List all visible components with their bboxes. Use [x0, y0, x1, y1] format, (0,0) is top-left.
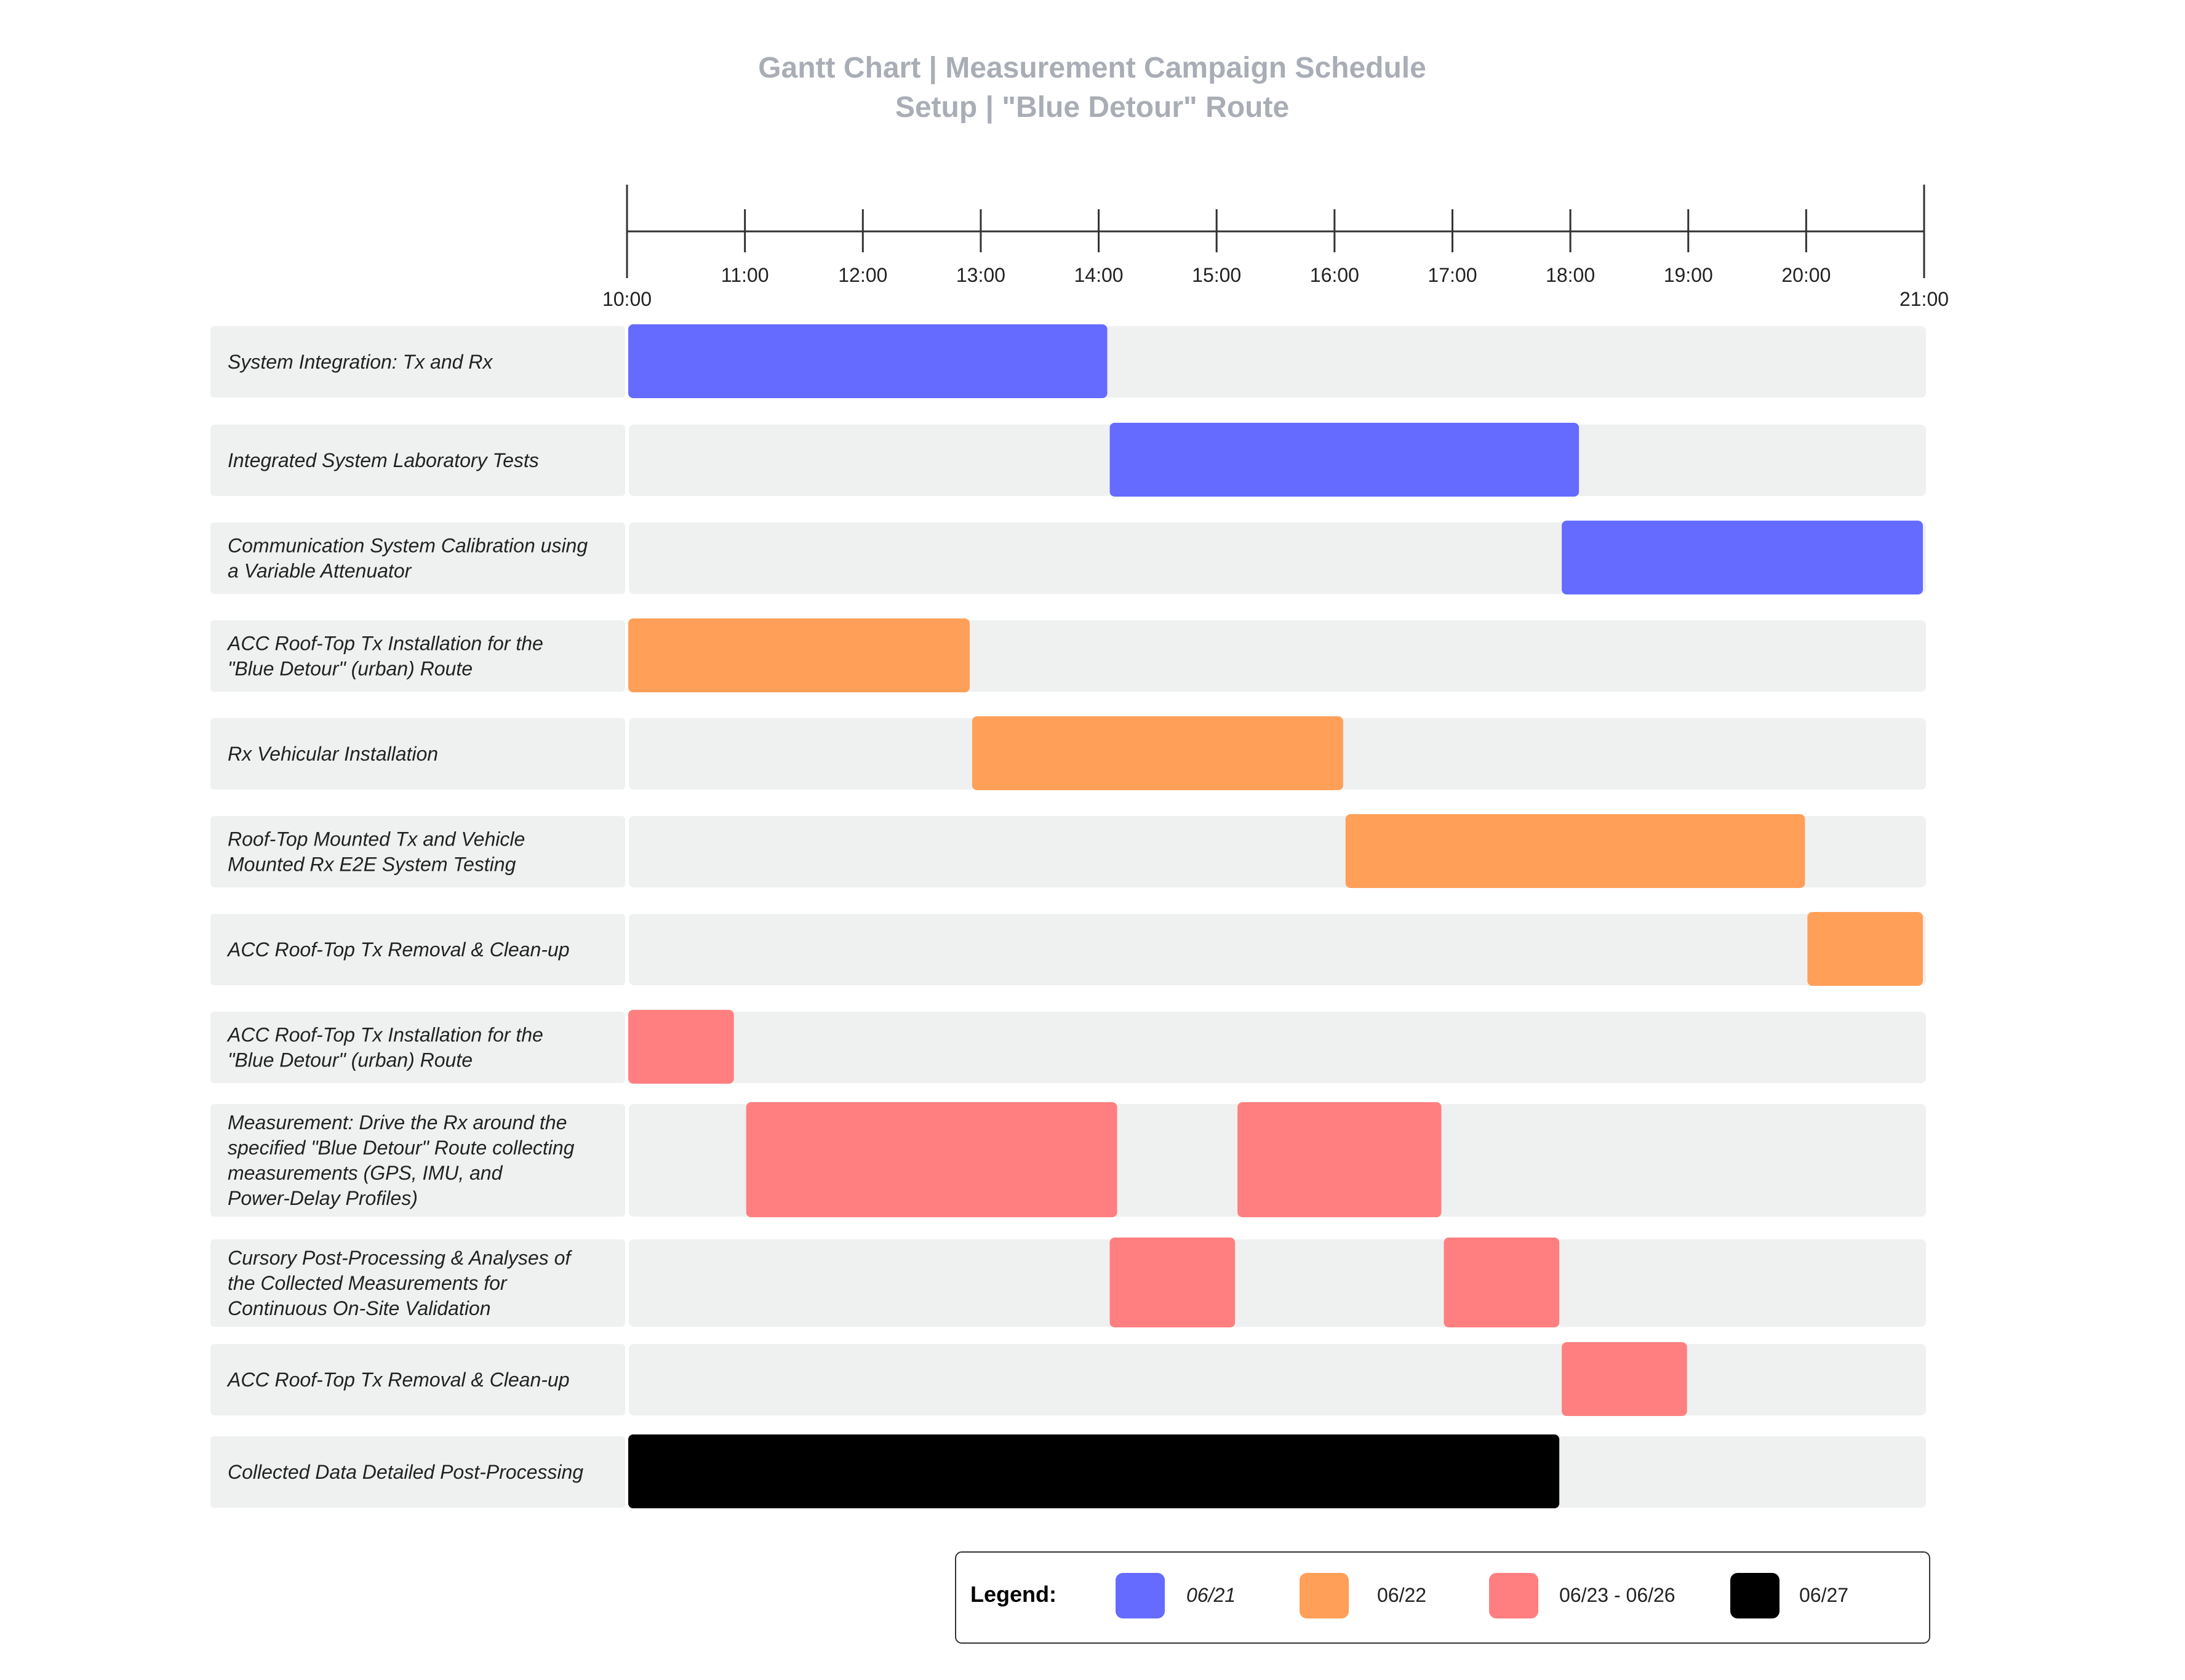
task-bar	[972, 716, 1343, 790]
task-label-cell	[210, 1012, 625, 1083]
tick-label: 12:00	[838, 264, 887, 286]
task-bar	[746, 1102, 1117, 1217]
task-label-line: Integrated System Laboratory Tests	[228, 449, 539, 471]
tick-label: 19:00	[1664, 264, 1713, 286]
task-row: Collected Data Detailed Post-Processing	[210, 1434, 1926, 1508]
task-label-line: "Blue Detour" (urban) Route	[228, 658, 473, 680]
task-bar	[1109, 423, 1580, 497]
task-label-line: ACC Roof-Top Tx Installation for the	[226, 633, 543, 655]
task-bar	[1237, 1102, 1442, 1217]
task-row: Communication System Calibration using a …	[210, 521, 1926, 594]
task-bar	[628, 1010, 734, 1084]
task-row: ACC Roof-Top Tx Installation for the "Blu…	[210, 1010, 1926, 1084]
legend-box	[955, 1551, 1930, 1644]
timeline-track	[629, 1344, 1926, 1415]
task-bar	[1562, 1342, 1687, 1416]
task-label-line: System Integration: Tx and Rx	[228, 351, 493, 373]
task-label-line: measurements (GPS, IMU, and	[228, 1162, 503, 1184]
chart-subtitle: Setup | "Blue Detour" Route	[895, 91, 1289, 124]
tick-label: 17:00	[1428, 264, 1477, 286]
task-label-cell	[210, 1436, 625, 1508]
task-bar	[628, 324, 1108, 398]
legend-swatch	[1116, 1573, 1165, 1618]
tick-label: 11:00	[721, 264, 769, 286]
task-rows: System Integration: Tx and Rx Integrated …	[210, 324, 1926, 1508]
legend-swatch	[1489, 1573, 1538, 1618]
task-row: Cursory Post-Processing & Analyses of the…	[210, 1238, 1926, 1327]
task-label-line: ACC Roof-Top Tx Removal & Clean-up	[226, 938, 569, 961]
task-row: Measurement: Drive the Rx around the spec…	[210, 1102, 1926, 1217]
task-label-line: a Variable Attenuator	[228, 560, 412, 582]
task-label-cell	[210, 816, 625, 887]
task-label-cell	[210, 425, 625, 496]
task-label-line: "Blue Detour" (urban) Route	[228, 1049, 473, 1071]
task-label-line: Communication System Calibration using	[228, 535, 588, 557]
tick-label: 15:00	[1192, 264, 1241, 286]
task-row: Rx Vehicular Installation	[210, 716, 1926, 790]
timeline-track	[629, 1239, 1926, 1327]
task-row: ACC Roof-Top Tx Removal & Clean-up	[210, 912, 1926, 986]
task-label-line: Rx Vehicular Installation	[228, 743, 438, 765]
task-label-line: Roof-Top Mounted Tx and Vehicle	[228, 828, 525, 850]
time-axis: 10:00 11:00 12:00 13:00 14:00 15:00 16:00 17:00…	[602, 185, 1949, 310]
legend-label: 06/23 - 06/26	[1559, 1584, 1676, 1606]
task-label-cell	[210, 326, 625, 398]
legend-label: 06/21	[1186, 1584, 1236, 1606]
tick-label: 21:00	[1899, 288, 1949, 310]
chart-title: Gantt Chart | Measurement Campaign Sched…	[758, 52, 1426, 84]
task-bar	[1807, 912, 1923, 986]
task-label-line: the Collected Measurements for	[228, 1272, 508, 1294]
task-bar	[628, 618, 970, 692]
task-label-cell	[210, 1104, 625, 1217]
task-label-line: Continuous On-Site Validation	[228, 1297, 491, 1319]
legend-label: 06/22	[1377, 1584, 1426, 1606]
tick-label: 18:00	[1546, 264, 1595, 286]
task-label-cell	[210, 718, 625, 790]
task-bar	[1444, 1238, 1560, 1327]
task-bar	[1562, 521, 1923, 594]
task-label-cell	[210, 914, 625, 985]
timeline-track	[629, 1012, 1926, 1083]
task-label-line: ACC Roof-Top Tx Removal & Clean-up	[226, 1369, 569, 1391]
tick-label: 20:00	[1781, 264, 1831, 286]
task-row: System Integration: Tx and Rx	[210, 324, 1926, 398]
legend-title: Legend:	[970, 1582, 1057, 1607]
task-label-cell	[210, 1344, 625, 1415]
task-label-line: ACC Roof-Top Tx Installation for the	[226, 1024, 543, 1046]
legend-swatch	[1300, 1573, 1349, 1618]
task-label-line: Measurement: Drive the Rx around the	[228, 1111, 567, 1134]
task-label-cell	[210, 620, 625, 692]
task-row: Integrated System Laboratory Tests	[210, 423, 1926, 497]
task-label-line: specified "Blue Detour" Route collecting	[228, 1137, 575, 1159]
task-label-cell	[210, 1239, 625, 1327]
tick-label: 13:00	[956, 264, 1005, 286]
task-label-line: Collected Data Detailed Post-Processing	[228, 1461, 583, 1483]
legend-swatch	[1730, 1573, 1780, 1618]
task-row: ACC Roof-Top Tx Installation for the "Blu…	[210, 618, 1926, 692]
tick-label: 16:00	[1310, 264, 1359, 286]
task-label-line: Mounted Rx E2E System Testing	[228, 854, 516, 876]
task-label-line: Power-Delay Profiles)	[228, 1187, 418, 1209]
task-row: ACC Roof-Top Tx Removal & Clean-up	[210, 1342, 1926, 1416]
task-label-line: Cursory Post-Processing & Analyses of	[228, 1247, 572, 1269]
legend: Legend: 06/21 06/22 06/23 - 06/26 06/27	[955, 1551, 1930, 1644]
legend-label: 06/27	[1799, 1584, 1848, 1606]
timeline-track	[629, 914, 1926, 985]
task-bar	[1345, 814, 1805, 888]
tick-label: 10:00	[602, 288, 652, 310]
task-bar	[1109, 1238, 1236, 1327]
tick-label: 14:00	[1074, 264, 1124, 286]
task-bar	[628, 1434, 1560, 1508]
task-label-cell	[210, 522, 625, 594]
task-row: Roof-Top Mounted Tx and Vehicle Mounted R…	[210, 814, 1926, 888]
